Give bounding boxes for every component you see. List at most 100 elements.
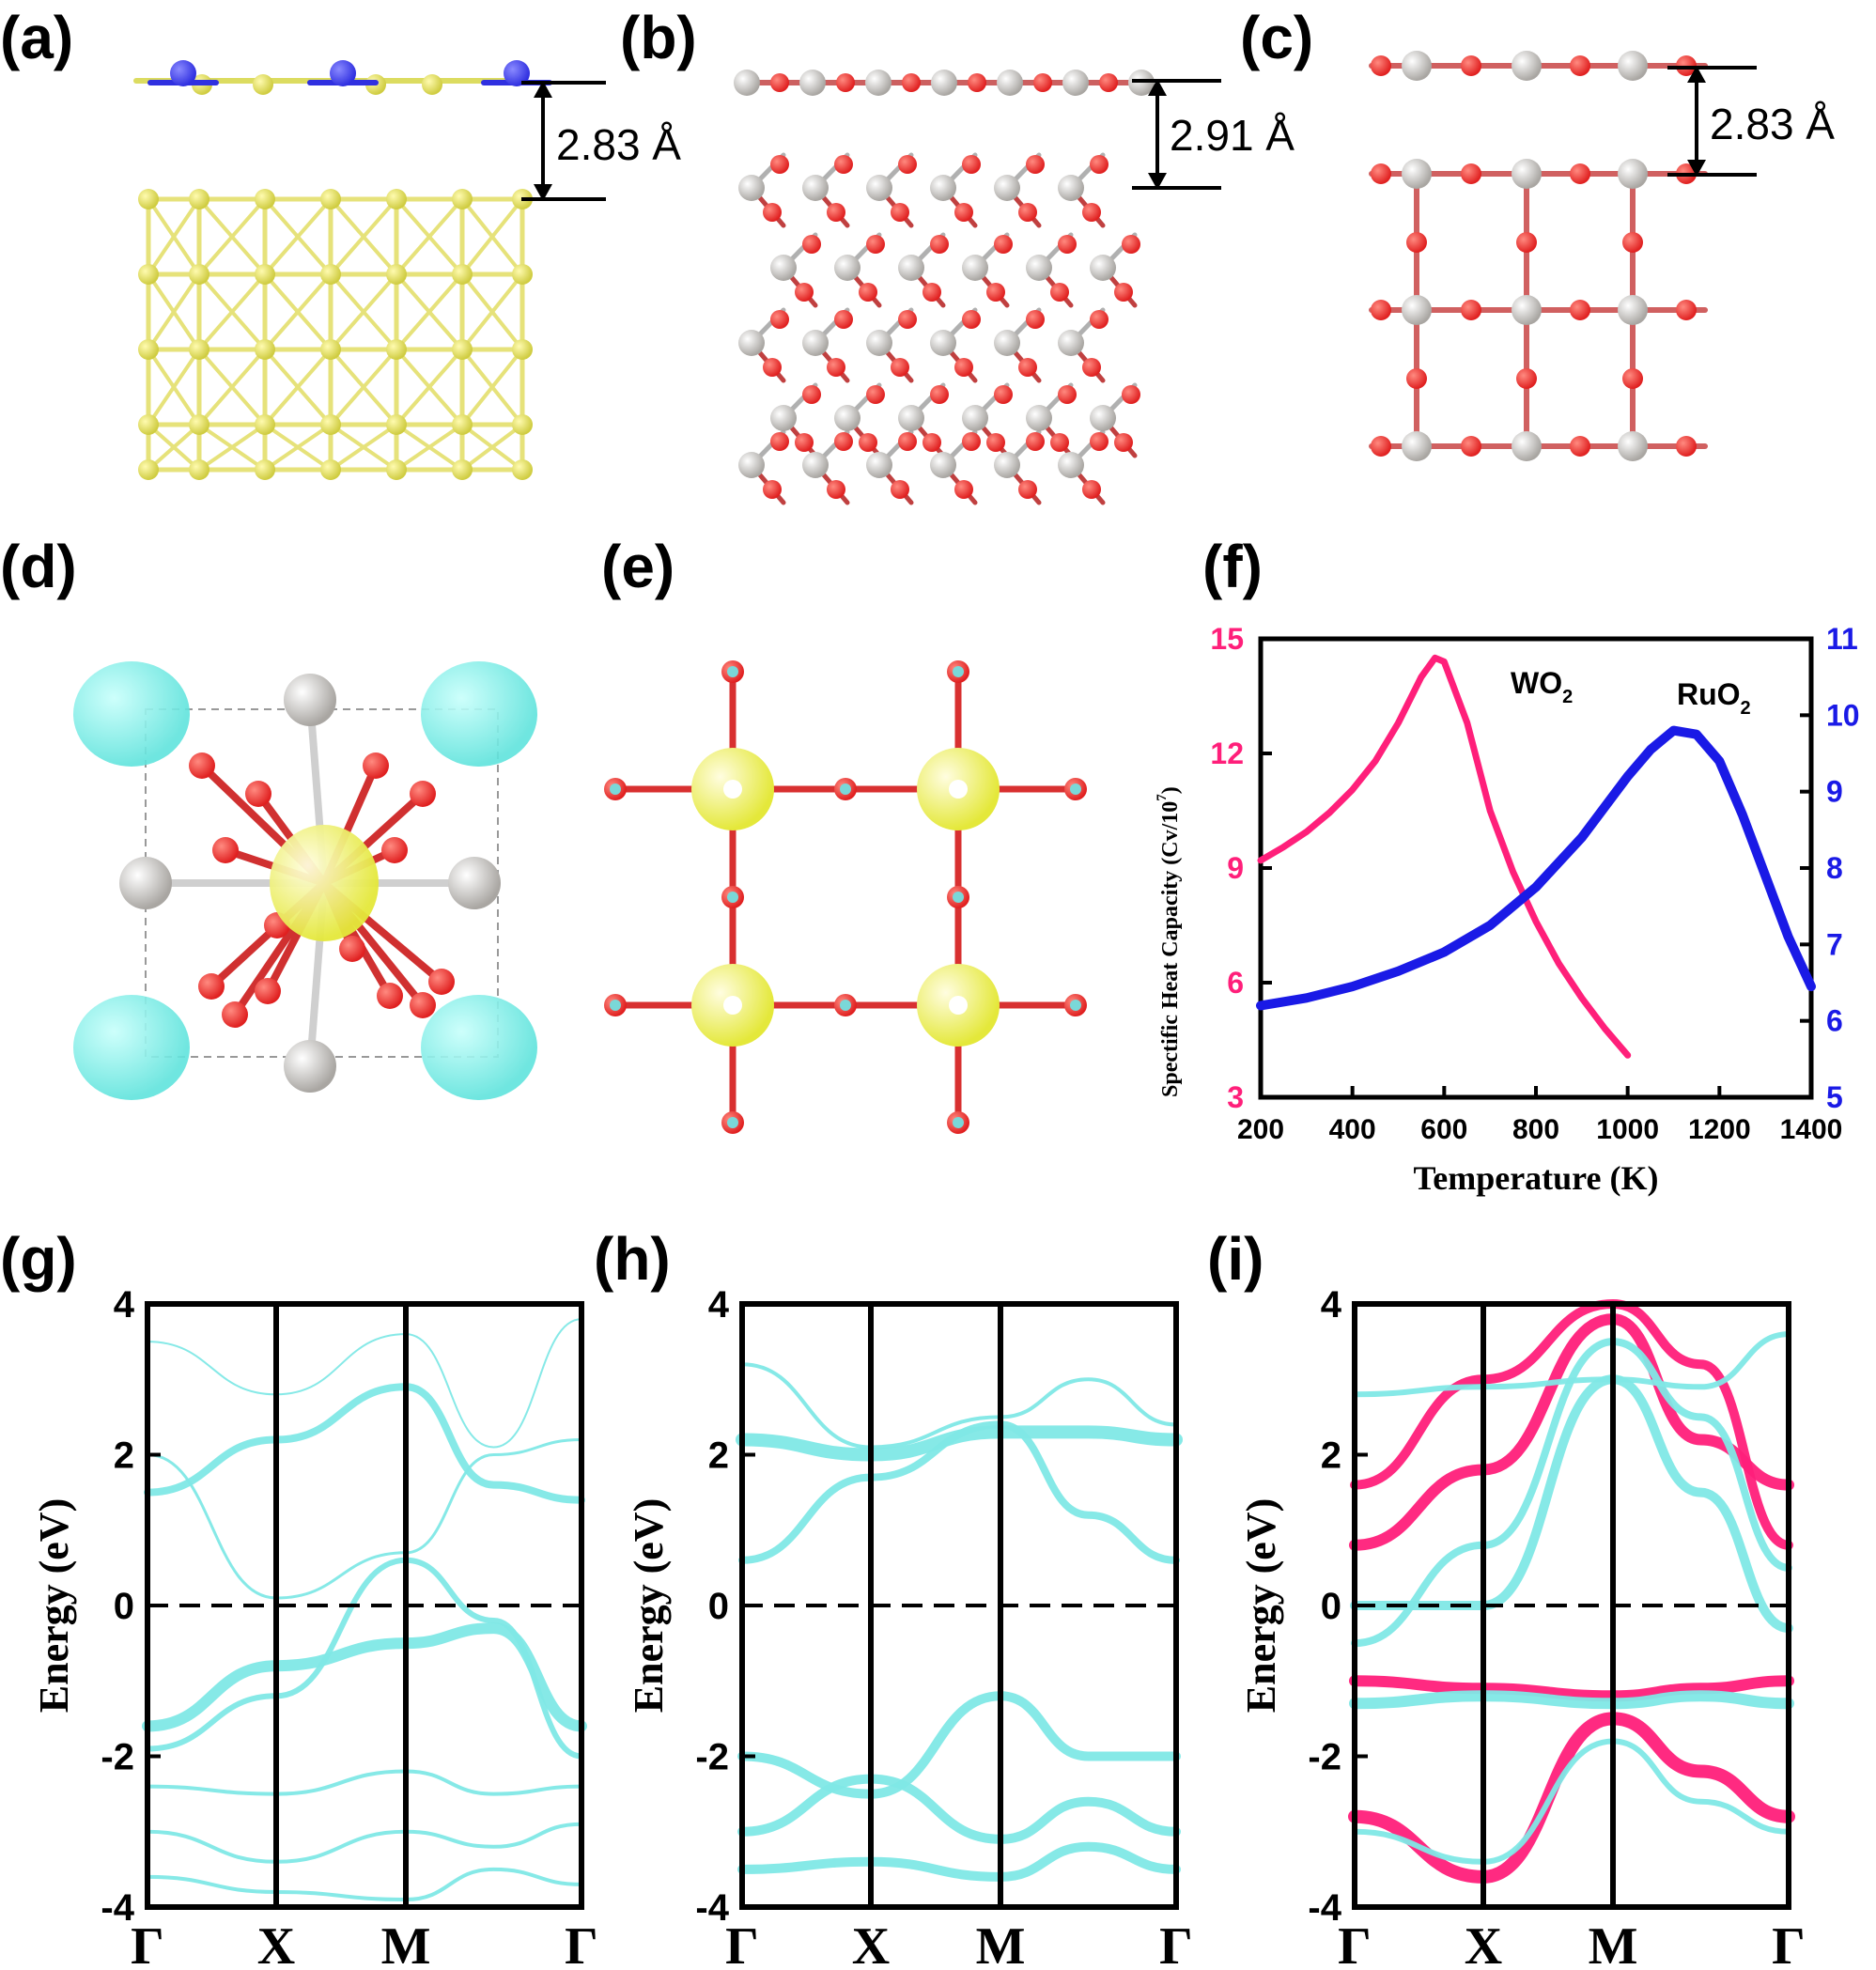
sulfur-atom	[253, 74, 273, 95]
oxygen-atom	[1622, 368, 1643, 389]
oxygen-atom	[836, 73, 855, 92]
metal-atom	[866, 330, 892, 356]
oxygen-atom	[198, 973, 225, 1000]
oxygen-atom	[1371, 163, 1391, 184]
metal-atom	[1090, 405, 1116, 431]
metal-atom	[834, 255, 860, 281]
a-bond-d	[395, 348, 464, 427]
oxygen-atom	[377, 983, 403, 1009]
metal-atom	[994, 175, 1020, 201]
oxygen-atom	[891, 480, 909, 499]
k-point-label: Γ	[725, 1917, 759, 1970]
metal-atom	[994, 330, 1020, 356]
k-point-label: M	[1589, 1917, 1638, 1970]
oxygen-atom	[922, 283, 941, 302]
metal-atom	[1402, 431, 1432, 461]
nitrogen-atom	[504, 60, 530, 86]
metal-atom	[734, 70, 760, 96]
oxygen-atom	[1090, 155, 1109, 174]
band-line	[144, 1383, 585, 1504]
y-tick-label: -4	[695, 1887, 729, 1929]
nitrogen-atom	[170, 60, 196, 86]
band-line	[737, 1691, 1181, 1799]
a-bond-d	[197, 348, 267, 427]
oxygen-atom	[770, 432, 789, 451]
isosurface-cyan-small	[840, 783, 851, 795]
a-bond-d	[147, 423, 201, 472]
chart-f-ylabel-text: Spectific Heat Capacity (Cv/107)	[1155, 786, 1183, 1097]
panel-label-d: (d)	[0, 533, 77, 600]
sulfur-atom	[189, 189, 209, 209]
oxygen-atom	[763, 358, 782, 377]
a-bond-d	[460, 423, 524, 472]
metal-atom	[770, 255, 797, 281]
k-point-label: M	[976, 1917, 1026, 1970]
band-line	[146, 1438, 583, 1600]
band-line	[1348, 1712, 1795, 1884]
series-line-wo2	[1257, 654, 1632, 1059]
series-label-ruo2: RuO2	[1677, 677, 1751, 719]
oxygen-atom	[954, 203, 973, 222]
panel-label-h: (h)	[594, 1225, 671, 1293]
a-bond-d	[395, 272, 464, 351]
panel-label-c: (c)	[1240, 4, 1313, 71]
k-point-label: X	[852, 1917, 890, 1970]
sulfur-atom	[320, 264, 341, 285]
metal-atom	[931, 70, 957, 96]
a-bond-d	[395, 423, 464, 472]
band-ylabel: Energy (eV)	[1238, 1498, 1284, 1714]
x-tick-label: 1000	[1596, 1114, 1659, 1145]
metal-atom	[930, 175, 956, 201]
oxygen-atom	[962, 432, 981, 451]
oxygen-atom	[898, 310, 917, 329]
oxygen-atom	[770, 155, 789, 174]
oxygen-atom	[381, 837, 408, 863]
x-tick-label: 800	[1512, 1114, 1559, 1145]
y-tick-label: -4	[1308, 1887, 1341, 1929]
oxygen-atom	[1058, 235, 1077, 254]
y-right-tick-label: 11	[1826, 622, 1858, 656]
metal-atom	[1618, 431, 1648, 461]
x-tick-label: 400	[1329, 1114, 1376, 1145]
x-tick-label: 1400	[1780, 1114, 1843, 1145]
metal-atom	[962, 255, 988, 281]
distance-marker-c	[1667, 66, 1757, 177]
oxygen-atom	[834, 155, 853, 174]
sulfur-atom	[452, 414, 473, 435]
y-right-tick-label: 10	[1826, 698, 1860, 732]
structure-d-charge-density	[73, 661, 537, 1100]
y-tick-label: 2	[1321, 1435, 1341, 1477]
metal-atom	[770, 405, 797, 431]
x-tick-label: 600	[1420, 1114, 1467, 1145]
sulfur-atom	[452, 459, 473, 480]
distance-label-b: 2.91 Å	[1170, 111, 1295, 160]
y-tick-label: 2	[114, 1435, 134, 1477]
y-right-tick-label: 7	[1826, 927, 1843, 961]
panel-label-e: (e)	[601, 533, 674, 600]
panel-label-f: (f)	[1202, 533, 1263, 600]
chart-f-xlabel: Temperature (K)	[1414, 1159, 1659, 1197]
oxygen-atom	[827, 358, 845, 377]
heat-capacity-chart: 200 400 600 800 1000 1200 1400 3 6 9 12 15 5 6 7 8 9 10 11…	[1155, 622, 1860, 1197]
sulfur-atom	[386, 264, 407, 285]
oxygen-atom	[795, 433, 814, 452]
y-tick-label: 2	[708, 1435, 729, 1477]
k-point-label: X	[257, 1917, 295, 1970]
sulfur-atom	[138, 339, 159, 360]
chart-f-ylabel-main: Spectific Heat Capacity (Cv/10	[1158, 801, 1183, 1097]
a-bond-d	[263, 423, 333, 472]
metal-atom	[930, 452, 956, 478]
oxygen-atom	[770, 310, 789, 329]
chart-f-marks	[1256, 654, 1816, 1059]
oxygen-atom	[1371, 436, 1391, 457]
oxygen-atom	[428, 969, 455, 995]
metal-atom	[866, 452, 892, 478]
k-point-label: X	[1465, 1917, 1502, 1970]
metal-atom	[1090, 255, 1116, 281]
oxygen-atom	[802, 235, 821, 254]
a-bond-d	[395, 197, 464, 276]
chart-f-ylabel: Spectific Heat Capacity (Cv/107)	[1155, 786, 1183, 1097]
sulfur-atom	[138, 264, 159, 285]
sulfur-atom	[320, 189, 341, 209]
metal-atom	[1026, 405, 1052, 431]
